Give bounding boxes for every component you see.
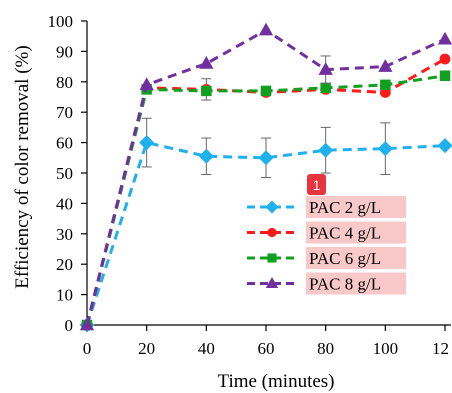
data-point	[139, 135, 155, 151]
legend-label-highlight	[306, 272, 406, 295]
data-point	[378, 59, 393, 72]
x-tick-label: 60	[258, 339, 275, 358]
y-tick-label: 80	[56, 73, 73, 92]
legend-label-highlight	[306, 221, 406, 244]
data-point	[139, 77, 154, 91]
data-point	[437, 31, 452, 45]
x-tick-label: 40	[198, 339, 215, 358]
data-point	[318, 142, 334, 158]
data-point	[437, 138, 452, 154]
data-point	[201, 85, 212, 97]
y-tick-label: 0	[65, 316, 74, 335]
x-tick-label: 20	[138, 339, 155, 358]
y-tick-label: 70	[56, 103, 73, 122]
legend-marker	[265, 200, 279, 214]
y-tick-label: 20	[56, 255, 73, 274]
legend-marker	[267, 253, 277, 263]
data-point	[198, 148, 214, 164]
legend-label-highlight	[306, 247, 406, 269]
legend-label: PAC 6 g/L	[309, 249, 381, 268]
y-tick-label: 90	[56, 42, 73, 61]
data-point	[380, 79, 391, 91]
x-tick-label: 100	[373, 339, 399, 358]
data-point	[439, 70, 451, 81]
legend-marker	[267, 227, 277, 238]
legend-label-highlight	[306, 196, 406, 218]
x-tick-label: 12	[432, 339, 449, 358]
legend-label: PAC 8 g/L	[309, 275, 381, 294]
y-tick-label: 60	[56, 134, 73, 153]
data-point	[79, 317, 95, 331]
data-point	[320, 82, 331, 94]
data-point	[439, 53, 451, 65]
y-tick-label: 30	[56, 225, 73, 244]
x-tick-label: 0	[83, 339, 92, 358]
x-axis-title: Time (minutes)	[218, 371, 335, 392]
data-point	[260, 85, 272, 97]
annotation-badge	[307, 174, 326, 195]
data-point	[199, 56, 214, 69]
data-point	[318, 62, 333, 75]
data-point	[377, 141, 393, 157]
y-axis-title: Efficiency of color removal (%)	[12, 45, 33, 288]
y-tick-label: 40	[56, 194, 73, 213]
data-point	[258, 22, 274, 36]
y-tick-label: 100	[48, 12, 74, 31]
legend-label: PAC 2 g/L	[309, 198, 381, 217]
data-point	[258, 150, 274, 166]
x-tick-label: 80	[317, 339, 334, 358]
y-tick-label: 50	[56, 164, 73, 183]
annotation-badge-label: 1	[313, 177, 321, 193]
legend-label: PAC 4 g/L	[309, 224, 381, 243]
legend-marker	[265, 277, 279, 289]
y-tick-label: 10	[56, 286, 73, 305]
